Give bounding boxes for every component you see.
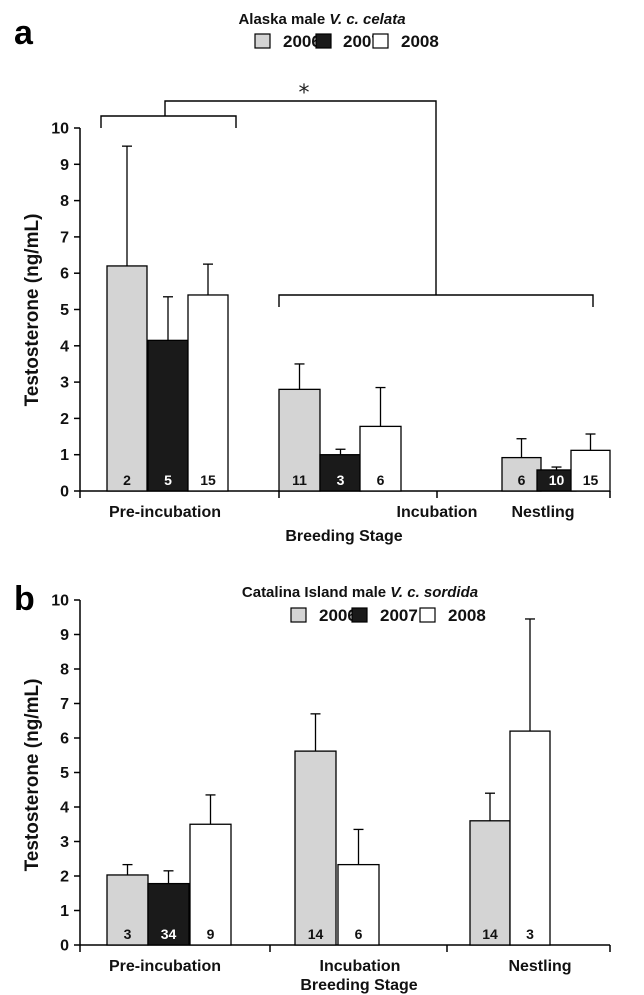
sample-size-label: 15 xyxy=(200,472,216,488)
bar-2008 xyxy=(337,863,380,946)
y-tick-label: 3 xyxy=(60,834,69,851)
sample-size-label: 15 xyxy=(583,472,599,488)
y-tick-label: 6 xyxy=(60,266,69,283)
bar-2006 xyxy=(278,388,321,492)
y-tick-label: 3 xyxy=(60,375,69,392)
category-label: Pre-incubation xyxy=(109,504,221,521)
y-tick-label: 4 xyxy=(60,338,69,355)
bracket-connector xyxy=(164,100,437,295)
sample-size-label: 34 xyxy=(161,926,177,942)
y-tick-label: 8 xyxy=(60,193,69,210)
category-label: Nestling xyxy=(511,504,574,521)
chart-title: Alaska male V. c. celata xyxy=(238,11,405,28)
sample-size-label: 11 xyxy=(292,472,307,488)
y-tick-label: 9 xyxy=(60,157,69,174)
category-label: Incubation xyxy=(320,958,401,975)
bracket-pre-incubation xyxy=(100,115,237,128)
legend-label-2008: 2008 xyxy=(448,606,486,625)
category-label: Nestling xyxy=(508,958,571,975)
chart-title-prefix: Alaska male xyxy=(238,11,329,28)
y-tick-label: 10 xyxy=(51,593,69,610)
y-tick-label: 7 xyxy=(60,696,69,713)
legend-label-2007: 2007 xyxy=(343,32,381,51)
legend-swatch-2006 xyxy=(290,607,307,623)
bar-2006 xyxy=(106,874,149,946)
category-label: Pre-incubation xyxy=(109,958,221,975)
chart-title: Catalina Island male V. c. sordida xyxy=(242,584,478,601)
bar-2008 xyxy=(570,449,611,492)
y-tick-label: 0 xyxy=(60,484,69,501)
legend-label-2007: 2007 xyxy=(380,606,418,625)
panel-letter: a xyxy=(14,14,34,52)
legend: 2006 2007 2008 xyxy=(254,32,439,51)
sample-size-label: 6 xyxy=(518,472,526,488)
legend-swatch-2008 xyxy=(372,33,389,49)
legend: 2006 2007 2008 xyxy=(290,606,486,625)
panel-a: a Alaska male V. c. celata 2006 2007 2008 0 1 2… xyxy=(14,11,611,545)
y-tick-label: 1 xyxy=(60,447,69,464)
x-axis-title: Breeding Stage xyxy=(285,528,402,545)
y-axis-title: Testosterone (ng/mL) xyxy=(22,679,43,872)
y-axis-title: Testosterone (ng/mL) xyxy=(22,214,43,407)
sample-size-label: 14 xyxy=(308,926,324,942)
chart-title-prefix: Catalina Island male xyxy=(242,584,390,601)
significance-bracket xyxy=(100,100,594,307)
y-tick-label: 1 xyxy=(60,903,69,920)
significance-star: * xyxy=(299,81,310,106)
y-tick-label: 9 xyxy=(60,627,69,644)
bar-2007 xyxy=(147,339,189,492)
sample-size-label: 2 xyxy=(123,472,131,488)
bar-2008 xyxy=(189,823,232,946)
legend-swatch-2006 xyxy=(254,33,271,49)
y-tick-label: 4 xyxy=(60,800,69,817)
bracket-later-stages xyxy=(278,294,594,307)
legend-swatch-2007 xyxy=(315,33,332,49)
sample-size-label: 9 xyxy=(207,926,215,942)
bar-2006 xyxy=(469,820,511,946)
sample-size-label: 6 xyxy=(355,926,363,942)
sample-size-label: 6 xyxy=(377,472,385,488)
legend-label-2008: 2008 xyxy=(401,32,439,51)
bar-2006 xyxy=(106,265,148,492)
legend-swatch-2007 xyxy=(351,607,368,623)
y-tick-label: 2 xyxy=(60,869,69,886)
bar-2006 xyxy=(501,456,542,492)
sample-size-label: 10 xyxy=(549,472,565,488)
y-tick-label: 6 xyxy=(60,731,69,748)
sample-size-label: 3 xyxy=(337,472,345,488)
category-label: Incubation xyxy=(397,504,478,521)
y-tick-label: 10 xyxy=(51,121,69,138)
bar-2008 xyxy=(187,294,229,492)
y-tick-label: 5 xyxy=(60,765,69,782)
y-tick-label: 2 xyxy=(60,411,69,428)
bar-2008 xyxy=(359,425,402,492)
bar-2008 xyxy=(509,730,551,946)
y-tick-label: 5 xyxy=(60,302,69,319)
chart-title-species: V. c. celata xyxy=(329,11,405,28)
bar-2007 xyxy=(147,882,190,946)
y-tick-label: 7 xyxy=(60,229,69,246)
bar-2006 xyxy=(294,750,337,946)
panel-letter: b xyxy=(14,580,35,618)
legend-swatch-2008 xyxy=(419,607,436,623)
sample-size-label: 14 xyxy=(482,926,498,942)
legend-label-2006: 2006 xyxy=(319,606,357,625)
y-tick-label: 0 xyxy=(60,938,69,955)
sample-size-label: 3 xyxy=(124,926,132,942)
x-axis-title: Breeding Stage xyxy=(300,977,417,994)
y-tick-label: 8 xyxy=(60,662,69,679)
legend-label-2006: 2006 xyxy=(283,32,321,51)
sample-size-label: 5 xyxy=(164,472,172,488)
sample-size-label: 3 xyxy=(526,926,534,942)
chart-title-species: V. c. sordida xyxy=(390,584,478,601)
